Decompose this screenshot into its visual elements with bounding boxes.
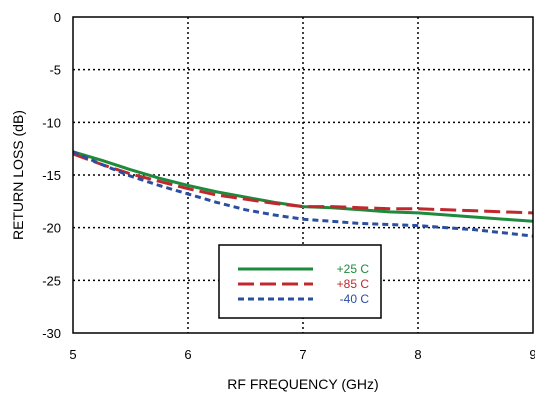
x-axis-title: RF FREQUENCY (GHz) bbox=[227, 376, 378, 392]
x-tick-label: 9 bbox=[529, 347, 535, 362]
y-tick-label: 0 bbox=[54, 10, 61, 25]
legend-label: +85 C bbox=[337, 277, 370, 291]
y-tick-label: -15 bbox=[42, 168, 61, 183]
legend: +25 C+85 C-40 C bbox=[218, 244, 382, 319]
plot-frame bbox=[72, 16, 534, 334]
x-tick-label: 6 bbox=[184, 347, 191, 362]
data-series bbox=[72, 150, 534, 238]
legend-label: +25 C bbox=[337, 262, 370, 276]
series-line-0 bbox=[72, 150, 534, 223]
y-tick-label: -30 bbox=[42, 326, 61, 341]
y-axis-title: RETURN LOSS (dB) bbox=[10, 110, 26, 240]
tick-labels: 5 6 7 8 9 0 -5 -10 -15 -20 -25 -30 bbox=[42, 10, 535, 362]
y-tick-label: -25 bbox=[42, 273, 61, 288]
series-line-2 bbox=[72, 150, 534, 238]
series-line-1 bbox=[72, 152, 534, 215]
y-tick-label: -5 bbox=[49, 63, 61, 78]
y-tick-label: -10 bbox=[42, 115, 61, 130]
y-tick-label: -20 bbox=[42, 221, 61, 236]
x-tick-label: 5 bbox=[69, 347, 76, 362]
legend-label: -40 C bbox=[340, 292, 370, 306]
x-tick-label: 7 bbox=[299, 347, 306, 362]
x-tick-label: 8 bbox=[414, 347, 421, 362]
legend-box bbox=[218, 244, 382, 319]
